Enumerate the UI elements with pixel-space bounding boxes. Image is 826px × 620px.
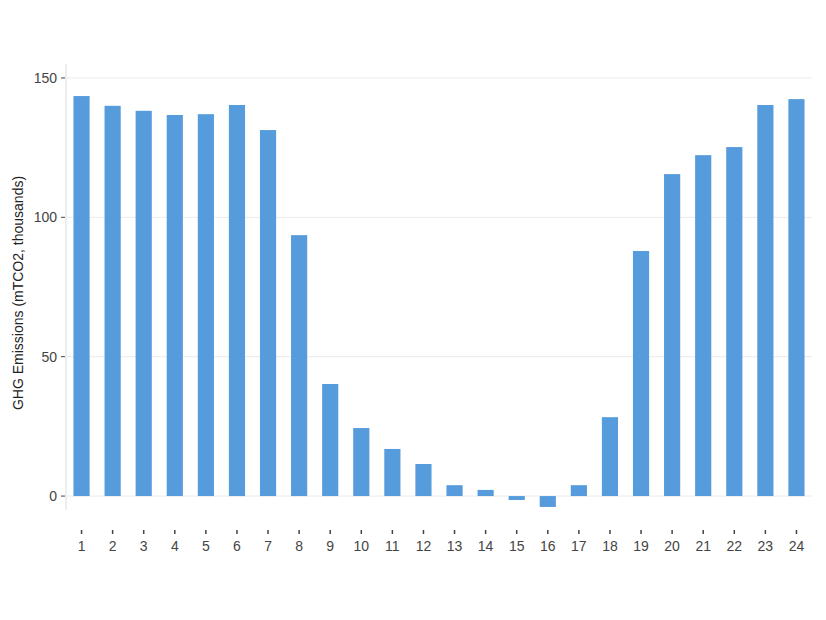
y-tick-label: 150: [34, 70, 58, 86]
x-tick: [765, 530, 767, 534]
bar: [509, 496, 525, 500]
bar: [198, 114, 214, 496]
x-tick-label: 8: [295, 538, 303, 554]
x-tick: [671, 530, 673, 534]
x-tick: [298, 530, 300, 534]
x-tick: [267, 530, 269, 534]
bar: [540, 496, 556, 507]
x-tick-label: 9: [326, 538, 334, 554]
bar: [415, 464, 431, 496]
x-tick: [640, 530, 642, 534]
x-tick-label: 11: [385, 538, 400, 554]
bar: [136, 111, 152, 496]
x-tick: [174, 530, 176, 534]
x-tick: [81, 530, 83, 534]
bar: [633, 251, 649, 496]
chart-svg: 0501001501234567891011121314151617181920…: [0, 0, 826, 620]
bar: [788, 99, 804, 496]
bar: [229, 105, 245, 496]
y-axis-line: [66, 64, 67, 510]
x-tick: [205, 530, 207, 534]
bar: [602, 417, 618, 496]
x-tick-label: 5: [202, 538, 210, 554]
x-tick-label: 17: [571, 538, 587, 554]
x-tick: [702, 530, 704, 534]
x-tick: [516, 530, 518, 534]
x-tick: [392, 530, 394, 534]
x-tick: [734, 530, 736, 534]
x-tick-label: 14: [478, 538, 494, 554]
y-tick: [61, 496, 65, 497]
chart-container: 0501001501234567891011121314151617181920…: [0, 0, 826, 620]
bar: [167, 115, 183, 496]
bar: [384, 449, 400, 496]
bar: [571, 485, 587, 496]
bar: [695, 155, 711, 496]
bar: [446, 485, 462, 496]
x-tick: [796, 530, 798, 534]
grid-line: [66, 77, 812, 78]
bar: [260, 130, 276, 496]
x-tick-label: 1: [78, 538, 86, 554]
x-tick: [485, 530, 487, 534]
bar: [291, 235, 307, 496]
x-tick: [143, 530, 145, 534]
x-tick-label: 23: [758, 538, 774, 554]
bar: [73, 96, 89, 496]
x-tick-label: 13: [447, 538, 463, 554]
bar: [322, 384, 338, 496]
bar: [726, 147, 742, 496]
x-tick: [236, 530, 238, 534]
bar: [478, 490, 494, 496]
x-tick-label: 21: [695, 538, 711, 554]
bar: [353, 428, 369, 496]
bar: [105, 106, 121, 496]
grid: [66, 78, 812, 496]
x-tick-label: 24: [789, 538, 805, 554]
x-tick-label: 2: [109, 538, 117, 554]
x-tick-label: 10: [354, 538, 370, 554]
y-tick: [61, 356, 65, 357]
bar: [757, 105, 773, 496]
x-tick: [609, 530, 611, 534]
x-tick: [112, 530, 114, 534]
x-tick-label: 20: [664, 538, 680, 554]
x-tick: [361, 530, 363, 534]
x-tick: [454, 530, 456, 534]
x-tick-label: 15: [509, 538, 525, 554]
x-tick-label: 18: [602, 538, 618, 554]
x-tick: [423, 530, 425, 534]
bar: [664, 174, 680, 496]
y-axis-title: GHG Emissions (mTCO2, thousands): [10, 176, 26, 410]
x-tick-label: 16: [540, 538, 556, 554]
y-tick-label: 100: [34, 209, 58, 225]
x-tick-label: 4: [171, 538, 179, 554]
y-tick-label: 50: [41, 349, 57, 365]
x-tick-label: 6: [233, 538, 241, 554]
x-tick-label: 7: [264, 538, 272, 554]
bars: [73, 96, 804, 507]
x-tick-label: 22: [727, 538, 743, 554]
x-tick-label: 3: [140, 538, 148, 554]
y-tick: [61, 217, 65, 218]
y-tick-label: 0: [49, 488, 57, 504]
x-tick: [329, 530, 331, 534]
y-tick: [61, 77, 65, 78]
x-tick: [578, 530, 580, 534]
x-tick-label: 12: [416, 538, 432, 554]
x-tick-label: 19: [633, 538, 649, 554]
x-tick: [547, 530, 549, 534]
